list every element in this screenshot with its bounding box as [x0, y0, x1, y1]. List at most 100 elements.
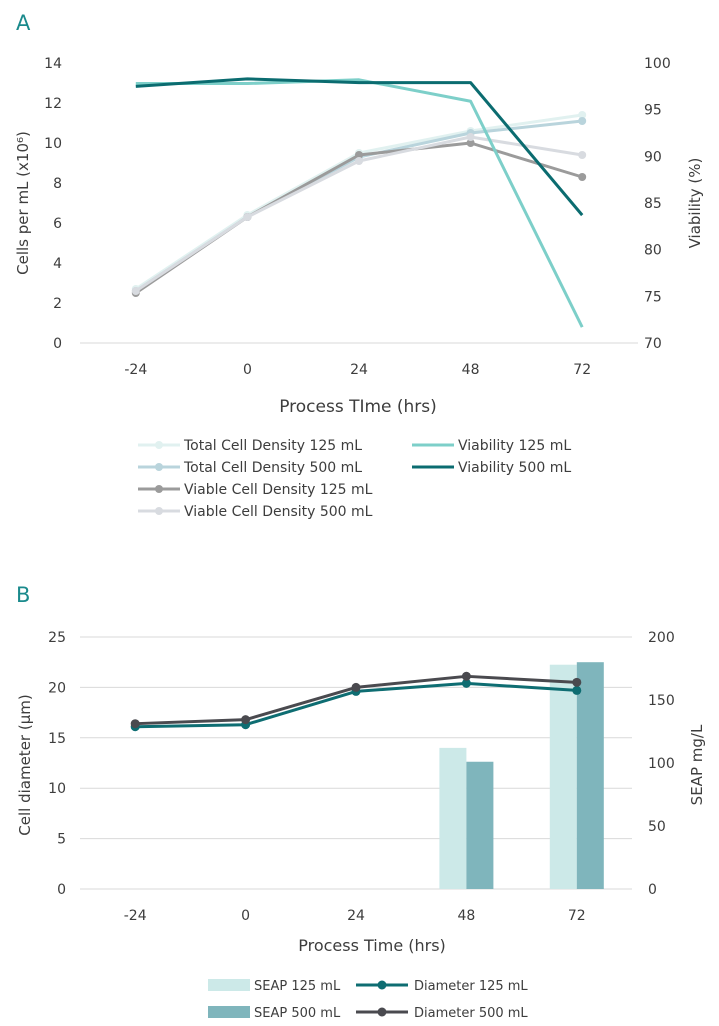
legend-item-viable-cell-density-500-ml: Viable Cell Density 500 mL — [138, 504, 373, 520]
panel-a-x-axis-label: Process TIme (hrs) — [279, 397, 437, 417]
panel-a-right-tick-label: 75 — [644, 289, 662, 305]
panel-b-x-tick-label: 48 — [457, 908, 475, 924]
data-point — [466, 139, 475, 147]
panel-a-legend: Total Cell Density 125 mL Total Cell Dens… — [138, 438, 571, 520]
panel-a-series — [131, 77, 587, 328]
panel-a-right-tick-label: 95 — [644, 103, 662, 119]
panel-a-x-tick-label: -24 — [124, 362, 147, 378]
panel-a-left-tick-label: 0 — [53, 336, 62, 352]
panel-a-y2-axis-label: Viability (%) — [686, 158, 704, 249]
legend-label: Total Cell Density 125 mL — [183, 438, 362, 454]
panel-b-left-tick-label: 10 — [48, 781, 66, 797]
panel-a-right-tick-label: 70 — [644, 336, 662, 352]
legend-label: Total Cell Density 500 mL — [183, 460, 362, 476]
panel-a-right-tick-label: 85 — [644, 196, 662, 212]
data-point — [578, 173, 587, 181]
panel-b-series — [130, 671, 582, 732]
legend-item-viable-cell-density-125-ml: Viable Cell Density 125 mL — [138, 482, 373, 498]
panel-b-y2-axis-label: SEAP mg/L — [688, 724, 706, 805]
legend-item-seap-125-ml: SEAP 125 mL — [208, 979, 341, 994]
series-line-viability-125-ml — [135, 78, 584, 328]
legend-item-total-cell-density-500-ml: Total Cell Density 500 mL — [138, 460, 362, 476]
series-viability-125-ml — [135, 78, 584, 328]
panel-b-x-tick-label: 0 — [241, 908, 250, 924]
panel-b-right-tick-label: 150 — [648, 693, 675, 709]
panel-b-right-tick-label: 200 — [648, 630, 675, 646]
legend-label: SEAP 500 mL — [254, 1006, 341, 1021]
data-point — [355, 157, 363, 165]
panel-a-right-tick-label: 80 — [644, 243, 662, 259]
data-point — [578, 111, 587, 119]
data-point — [131, 287, 140, 295]
legend-label: SEAP 125 mL — [254, 979, 341, 994]
panel-a-right-tick-labels: 70 75 80 85 90 95 100 — [644, 56, 671, 352]
series-line-total-cell-density-500-ml — [134, 119, 583, 293]
legend-marker — [155, 485, 163, 493]
legend-marker — [155, 441, 163, 449]
panel-b-y-axis-label: Cell diameter (µm) — [16, 694, 34, 835]
series-line-viability-500-ml — [135, 77, 584, 217]
series-viable-cell-density-500-ml — [131, 133, 587, 295]
panel-a-letter: A — [16, 11, 31, 35]
legend-marker — [155, 507, 163, 515]
data-point — [578, 117, 587, 125]
panel-b-x-axis-label: Process Time (hrs) — [298, 936, 446, 955]
panel-b-letter: B — [16, 583, 30, 607]
legend-label: Viable Cell Density 500 mL — [184, 504, 373, 520]
legend-swatch — [208, 979, 250, 991]
series-viability-500-ml — [135, 77, 584, 217]
panel-a-x-tick-labels: -24 0 24 48 72 — [124, 362, 591, 378]
panel-a-left-tick-label: 2 — [53, 296, 62, 312]
panel-b-left-tick-label: 15 — [48, 731, 66, 747]
data-point — [243, 213, 252, 221]
panel-b-left-tick-label: 5 — [57, 832, 66, 848]
data-point — [461, 678, 471, 688]
series-diameter-500-ml — [130, 671, 582, 729]
panel-a-left-tick-label: 4 — [53, 256, 62, 272]
bar-seap-500-ml — [466, 761, 494, 889]
data-point — [461, 671, 471, 681]
panel-b-x-tick-label: 24 — [347, 908, 365, 924]
data-point — [355, 151, 363, 159]
legend-label: Diameter 500 mL — [414, 1006, 528, 1021]
panel-a-right-tick-label: 90 — [644, 149, 662, 165]
panel-a-left-tick-label: 10 — [44, 136, 62, 152]
series-line-viable-cell-density-125-ml — [134, 141, 583, 295]
legend-label: Viability 125 mL — [458, 438, 571, 454]
panel-b-left-tick-labels: 0 5 10 15 20 25 — [48, 630, 66, 898]
panel-a-y-axis-label: Cells per mL (x10⁶) — [14, 131, 32, 275]
panel-a-left-tick-label: 12 — [44, 96, 62, 112]
panel-b-bars — [439, 662, 604, 889]
legend-item-seap-500-ml: SEAP 500 mL — [208, 1006, 341, 1021]
panel-a-x-tick-label: 48 — [462, 362, 480, 378]
data-point — [466, 133, 475, 141]
panel-b-left-tick-label: 20 — [48, 680, 66, 696]
panel-a-x-tick-label: 72 — [573, 362, 591, 378]
bar-seap-500-ml — [576, 662, 604, 889]
data-point — [572, 677, 582, 687]
legend-item-viability-500-ml: Viability 500 mL — [412, 460, 571, 476]
panel-b-right-tick-label: 0 — [648, 882, 657, 898]
panel-b-x-tick-label: 72 — [568, 908, 586, 924]
legend-label: Viable Cell Density 125 mL — [184, 482, 373, 498]
panel-a-left-tick-label: 8 — [53, 176, 62, 192]
legend-swatch — [208, 1006, 250, 1018]
data-point — [130, 719, 140, 729]
panel-b-left-tick-label: 25 — [48, 630, 66, 646]
legend-item-viability-125-ml: Viability 125 mL — [412, 438, 571, 454]
series-line-total-cell-density-125-ml — [134, 113, 583, 291]
legend-item-diameter-500-ml: Diameter 500 mL — [356, 1006, 528, 1021]
panel-b-left-tick-label: 0 — [57, 882, 66, 898]
legend-marker — [377, 1007, 387, 1017]
data-point — [572, 685, 582, 695]
panel-b-right-tick-labels: 0 50 100 150 200 — [648, 630, 675, 898]
legend-item-diameter-125-ml: Diameter 125 mL — [356, 979, 528, 994]
panel-b-right-tick-label: 50 — [648, 819, 666, 835]
panel-a-x-tick-label: 0 — [243, 362, 252, 378]
bar-seap-125-ml — [549, 664, 577, 889]
data-point — [351, 682, 361, 692]
panel-a-left-tick-labels: 0 2 4 6 8 10 12 14 — [44, 56, 62, 352]
